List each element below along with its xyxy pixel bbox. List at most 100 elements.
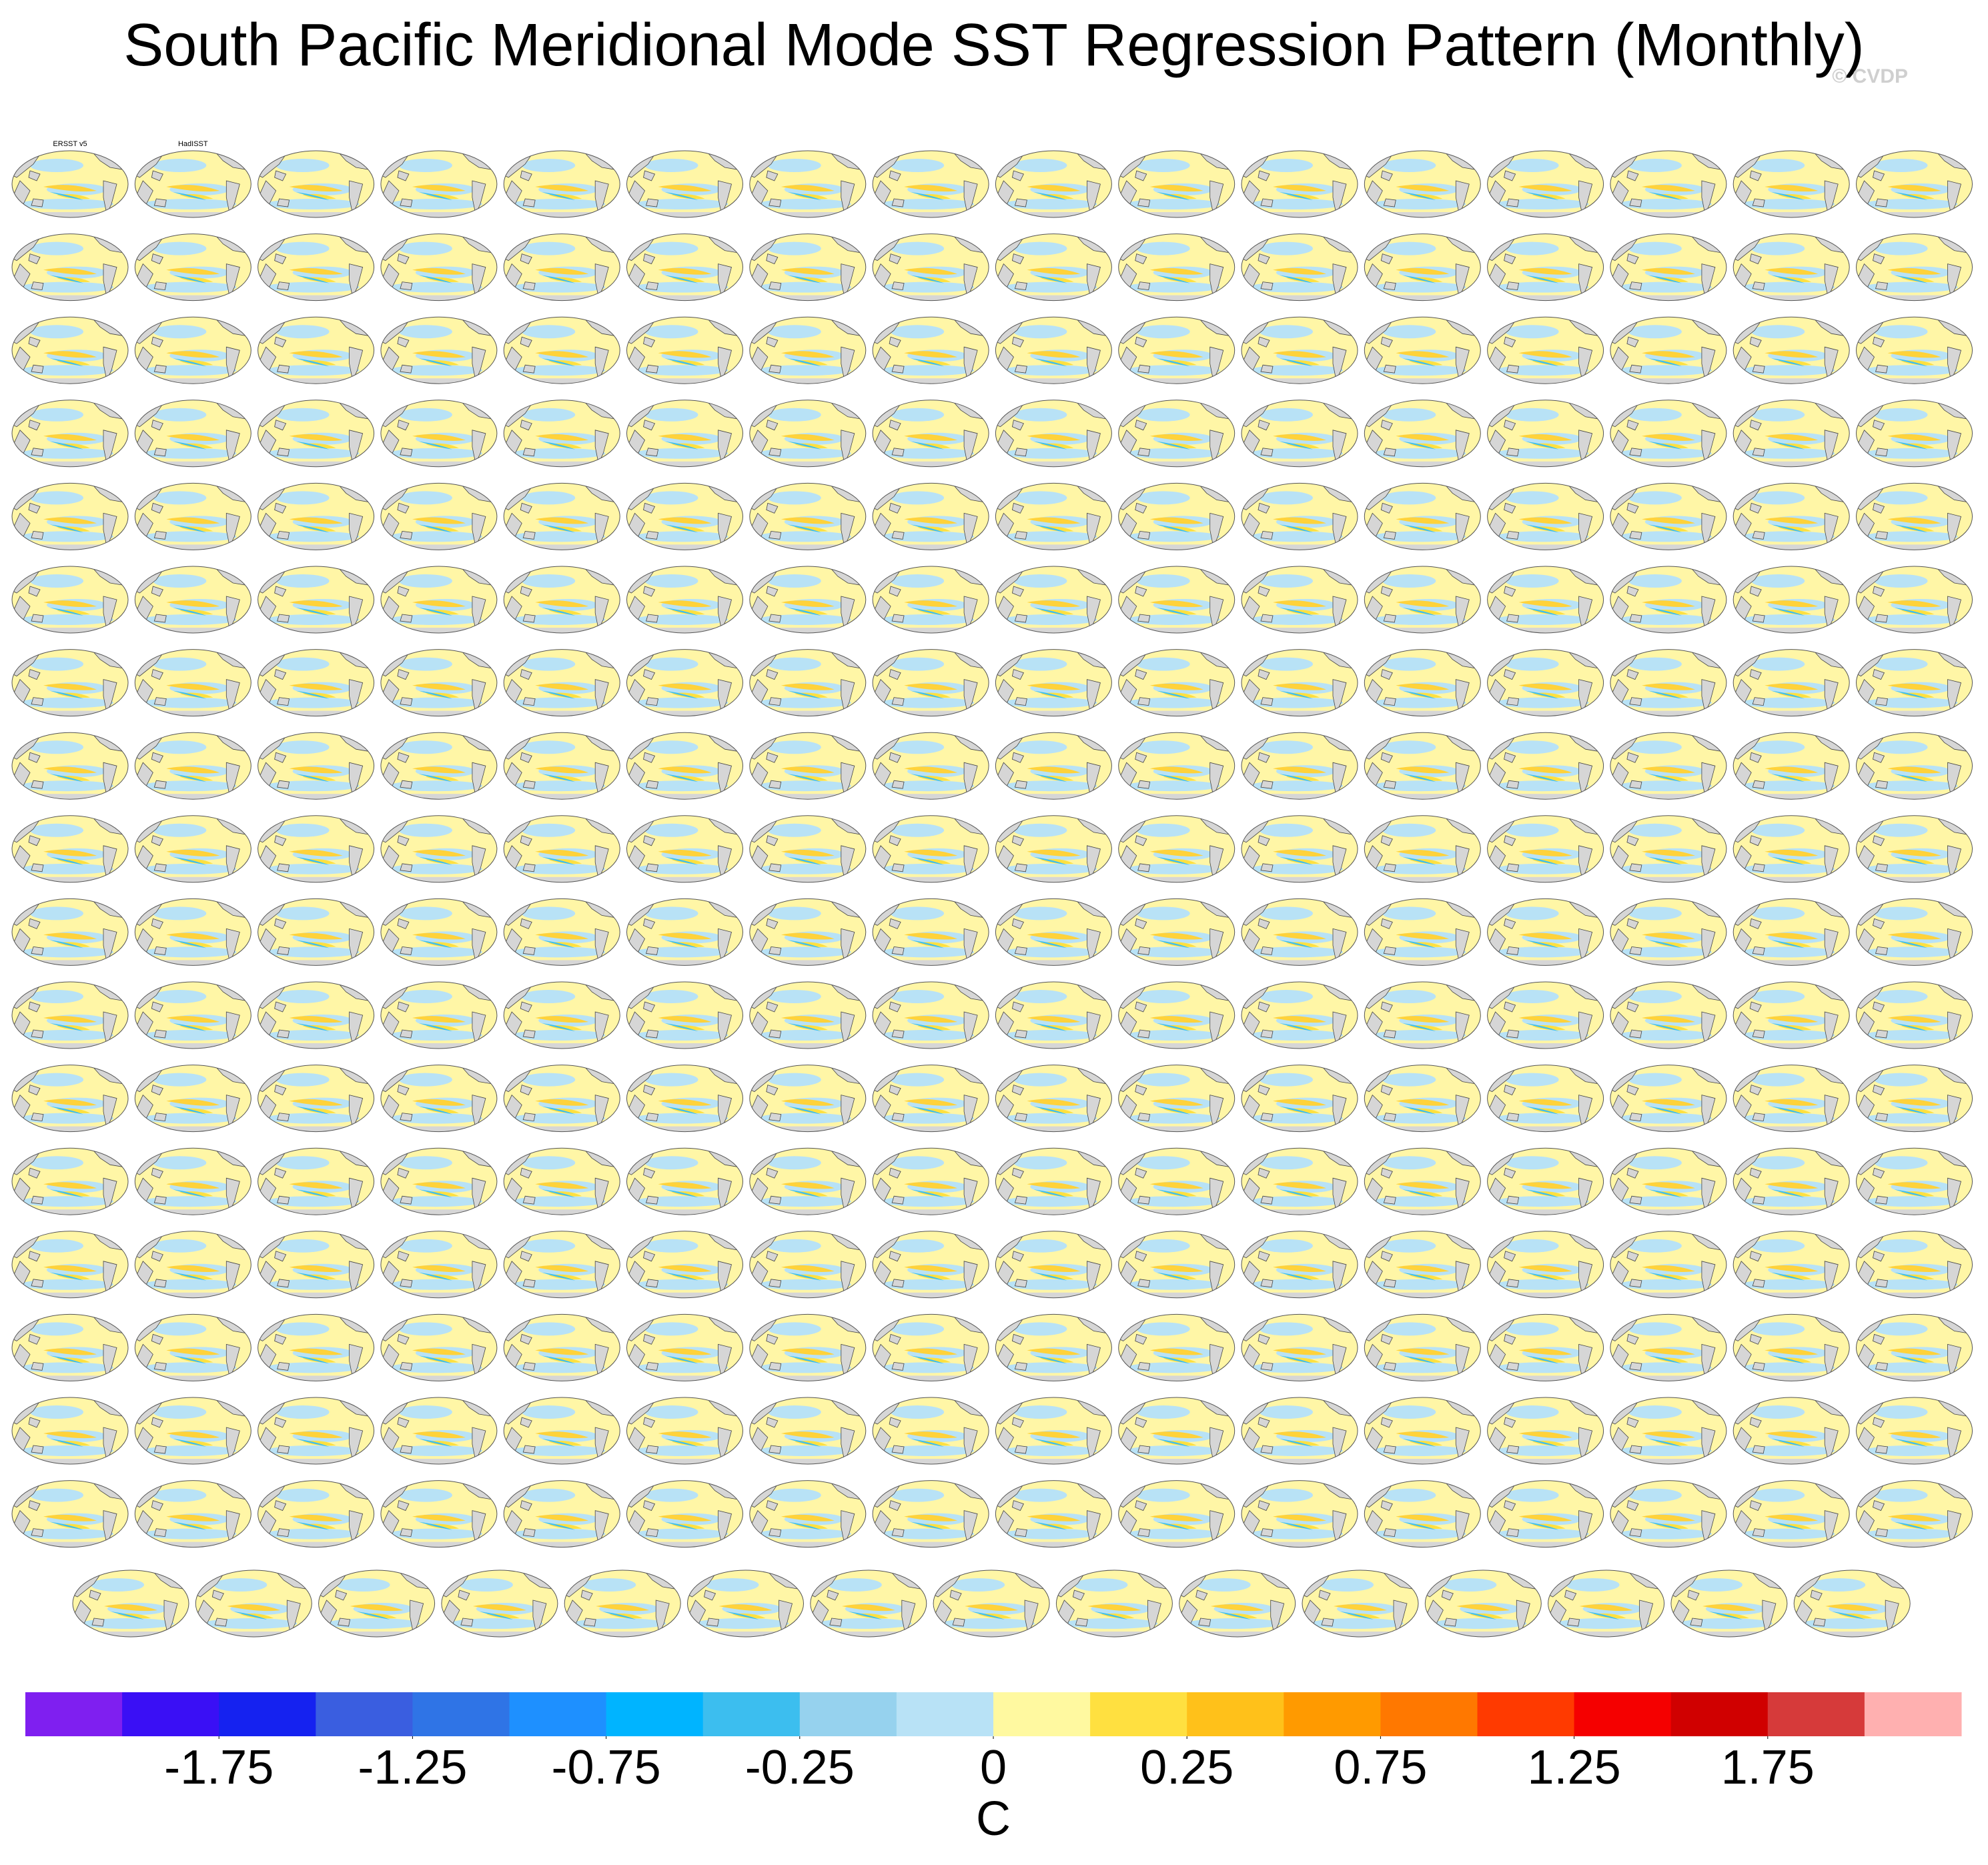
map-panel bbox=[1855, 648, 1975, 719]
map-panel bbox=[748, 814, 868, 885]
map-panel bbox=[10, 1313, 130, 1383]
map-panel bbox=[502, 399, 622, 470]
map-panel bbox=[1362, 1230, 1482, 1301]
map-panel bbox=[1855, 149, 1975, 220]
map-panel bbox=[993, 1479, 1113, 1550]
map-panel bbox=[10, 1396, 130, 1467]
map-panel bbox=[133, 565, 253, 636]
map-panel bbox=[256, 316, 376, 386]
map-panel bbox=[1855, 897, 1975, 968]
map-panel bbox=[1239, 482, 1360, 552]
colorbar-box bbox=[799, 1692, 897, 1736]
map-panel bbox=[10, 897, 130, 968]
map-panel bbox=[871, 399, 991, 470]
map-panel bbox=[871, 149, 991, 220]
colorbar-box bbox=[1380, 1692, 1478, 1736]
map-panel bbox=[1731, 1230, 1851, 1301]
map-panel bbox=[256, 1230, 376, 1301]
map-panel bbox=[1117, 149, 1237, 220]
map-panel bbox=[748, 565, 868, 636]
map-panel bbox=[1486, 1313, 1606, 1383]
map-panel bbox=[133, 731, 253, 802]
map-panel bbox=[1855, 1147, 1975, 1217]
map-panel bbox=[625, 316, 745, 386]
map-panel bbox=[379, 1479, 499, 1550]
map-panel bbox=[1239, 1396, 1360, 1467]
map-panel bbox=[748, 1230, 868, 1301]
map-panel bbox=[871, 981, 991, 1051]
map-panel bbox=[1117, 316, 1237, 386]
map-panel bbox=[871, 1230, 991, 1301]
map-panel bbox=[1362, 233, 1482, 303]
map-panel bbox=[502, 731, 622, 802]
map-panel bbox=[10, 149, 130, 220]
watermark: © CVDP bbox=[1832, 65, 1908, 87]
map-panel bbox=[871, 482, 991, 552]
map-panel bbox=[379, 1230, 499, 1301]
map-panel bbox=[502, 648, 622, 719]
map-panel bbox=[1608, 981, 1728, 1051]
map-panel bbox=[1239, 897, 1360, 968]
map-panel bbox=[748, 731, 868, 802]
map-panel bbox=[748, 897, 868, 968]
map-panel bbox=[1362, 1147, 1482, 1217]
map-panel bbox=[993, 149, 1113, 220]
map-panel bbox=[625, 399, 745, 470]
map-panel bbox=[625, 1064, 745, 1135]
map-panel bbox=[1731, 565, 1851, 636]
map-panel bbox=[502, 1064, 622, 1135]
map-panel bbox=[1117, 565, 1237, 636]
map-panel bbox=[133, 233, 253, 303]
map-panel bbox=[1117, 897, 1237, 968]
map-panel bbox=[748, 1147, 868, 1217]
map-panel bbox=[748, 648, 868, 719]
map-panel bbox=[379, 1396, 499, 1467]
map-panel bbox=[1362, 648, 1482, 719]
map-panel bbox=[871, 731, 991, 802]
map-panel bbox=[1731, 731, 1851, 802]
map-panel bbox=[748, 233, 868, 303]
map-panel bbox=[1177, 1569, 1298, 1640]
map-panel bbox=[625, 1396, 745, 1467]
map-panel bbox=[993, 814, 1113, 885]
map-panel bbox=[256, 1147, 376, 1217]
map-panel bbox=[1362, 981, 1482, 1051]
map-panel bbox=[1486, 233, 1606, 303]
map-panel bbox=[1117, 482, 1237, 552]
colorbar-box bbox=[219, 1692, 316, 1736]
map-panel bbox=[10, 1064, 130, 1135]
colorbar-tick-label: 1.25 bbox=[1528, 1741, 1621, 1794]
map-panel bbox=[133, 981, 253, 1051]
map-panel bbox=[1239, 149, 1360, 220]
map-panel bbox=[993, 482, 1113, 552]
map-panel bbox=[1486, 814, 1606, 885]
map-panel bbox=[1239, 399, 1360, 470]
map-panel bbox=[993, 897, 1113, 968]
map-panel bbox=[993, 648, 1113, 719]
map-panel bbox=[1486, 1147, 1606, 1217]
map-panel bbox=[1362, 149, 1482, 220]
map-panel bbox=[379, 316, 499, 386]
map-panel bbox=[1054, 1569, 1174, 1640]
map-panel bbox=[1608, 149, 1728, 220]
colorbar-box bbox=[702, 1692, 801, 1736]
map-panel bbox=[1608, 233, 1728, 303]
colorbar-box bbox=[606, 1692, 704, 1736]
map-panel bbox=[1362, 482, 1482, 552]
map-panel bbox=[625, 731, 745, 802]
map-panel bbox=[1486, 1230, 1606, 1301]
map-panel bbox=[1731, 981, 1851, 1051]
map-panel bbox=[256, 731, 376, 802]
map-panel bbox=[1300, 1569, 1420, 1640]
map-panel bbox=[625, 1479, 745, 1550]
map-panel bbox=[256, 814, 376, 885]
map-panel bbox=[748, 981, 868, 1051]
map-panel bbox=[625, 648, 745, 719]
map-panel bbox=[440, 1569, 560, 1640]
map-panel bbox=[379, 1147, 499, 1217]
colorbar-box bbox=[122, 1692, 219, 1736]
colorbar-box bbox=[1670, 1692, 1769, 1736]
map-panel bbox=[1486, 1396, 1606, 1467]
map-panel bbox=[1608, 1230, 1728, 1301]
